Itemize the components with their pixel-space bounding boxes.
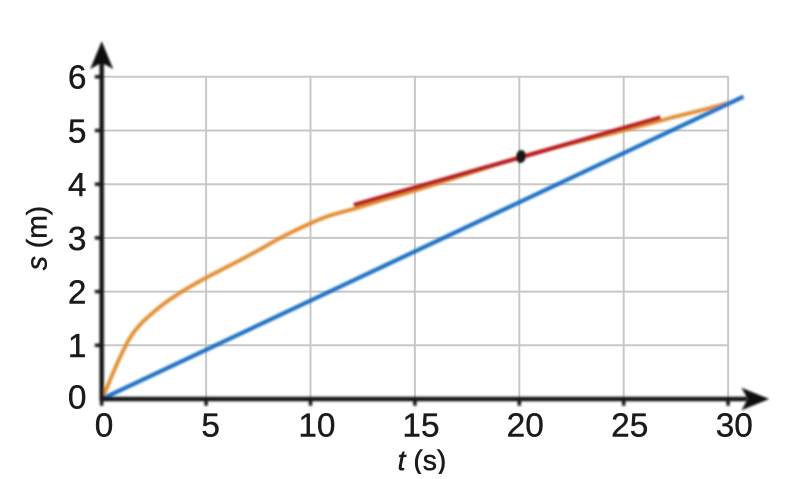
svg-text:3: 3	[68, 221, 87, 258]
svg-text:1: 1	[68, 328, 87, 365]
svg-text:6: 6	[68, 60, 87, 97]
svg-text:4: 4	[68, 167, 87, 204]
svg-text:s (m): s (m)	[21, 206, 53, 270]
svg-text:25: 25	[611, 407, 648, 444]
svg-text:10: 10	[298, 407, 335, 444]
svg-text:30: 30	[716, 407, 753, 444]
svg-text:0: 0	[95, 407, 114, 444]
svg-text:5: 5	[68, 113, 87, 150]
svg-text:t (s): t (s)	[398, 444, 447, 474]
svg-text:15: 15	[402, 407, 439, 444]
svg-text:0: 0	[68, 379, 87, 416]
svg-text:5: 5	[201, 407, 220, 444]
svg-text:2: 2	[68, 275, 87, 312]
svg-text:20: 20	[507, 407, 544, 444]
